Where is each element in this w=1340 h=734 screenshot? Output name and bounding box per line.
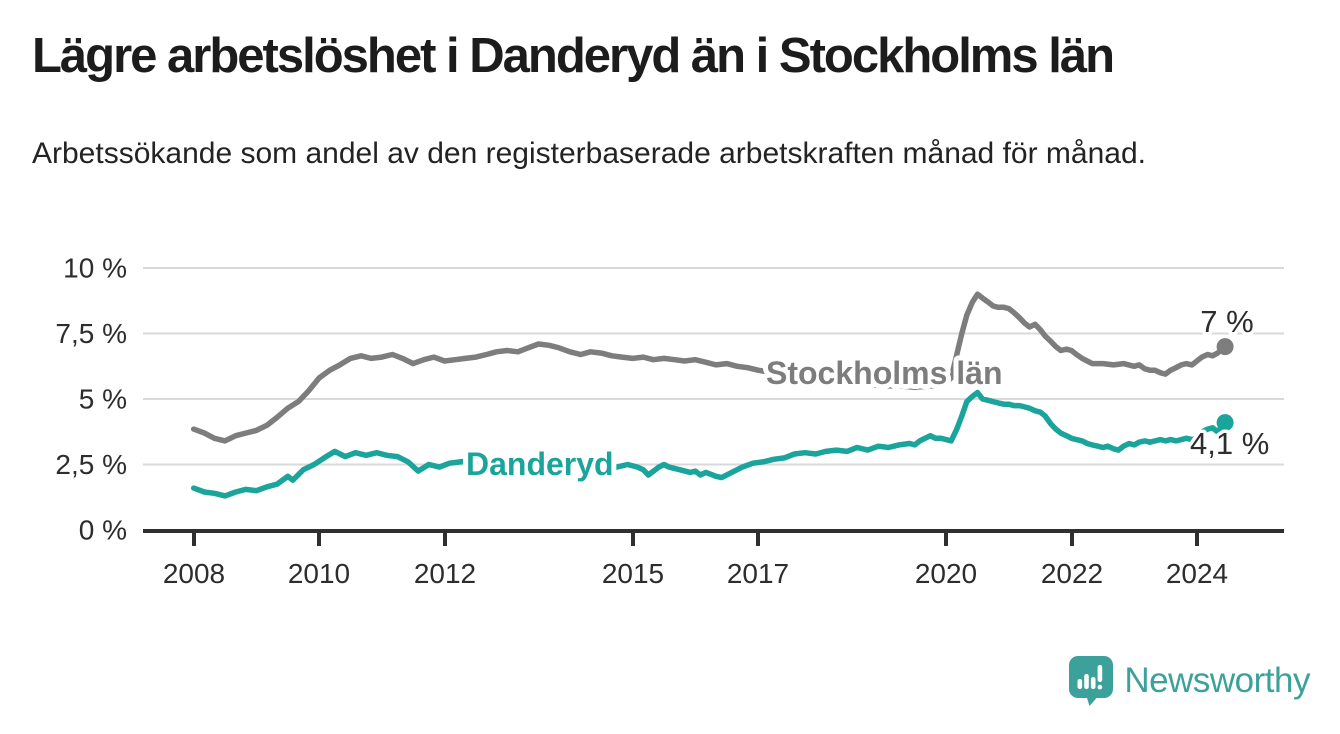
x-tick-label: 2008 xyxy=(163,558,225,589)
x-tick-label: 2024 xyxy=(1166,558,1228,589)
x-tick-label: 2015 xyxy=(602,558,664,589)
x-tick-label: 2010 xyxy=(288,558,350,589)
bar-chart-glyph xyxy=(1077,665,1103,690)
x-tick-label: 2012 xyxy=(414,558,476,589)
series-end-dot xyxy=(1216,414,1234,432)
gridlines xyxy=(143,267,1284,466)
x-tick-label: 2020 xyxy=(915,558,977,589)
x-tick-label: 2017 xyxy=(727,558,789,589)
exclamation-bar xyxy=(1097,665,1103,682)
series-line xyxy=(190,389,1228,499)
line-chart-svg: 10 % 7,5 % 5 % 2,5 % 0 % 2008 2010 2012 … xyxy=(55,253,1284,589)
chart-subtitle: Arbetssökande som andel av den registerb… xyxy=(32,137,1146,170)
series-label-danderyd: Danderyd xyxy=(466,446,614,482)
end-value-label-danderyd: 4,1 % xyxy=(1190,426,1269,461)
y-axis-labels: 10 % 7,5 % 5 % 2,5 % 0 % xyxy=(55,253,127,546)
chart-title: Lägre arbetslöshet i Danderyd än i Stock… xyxy=(32,29,1115,83)
y-tick-label: 10 % xyxy=(63,253,127,284)
y-tick-label: 5 % xyxy=(79,384,127,415)
exclamation-dot xyxy=(1097,684,1103,690)
newsworthy-wordmark: Newsworthy xyxy=(1124,661,1310,700)
end-value-label-stockholms-lan: 7 % xyxy=(1200,304,1253,339)
series-line xyxy=(190,291,1228,444)
series-end-dot xyxy=(1216,338,1234,356)
series-lines xyxy=(190,291,1234,499)
y-tick-label: 7,5 % xyxy=(55,318,127,349)
y-tick-label: 0 % xyxy=(79,515,127,546)
speech-bubble-bar-chart-icon xyxy=(1069,656,1114,706)
y-tick-label: 2,5 % xyxy=(55,449,127,480)
x-axis-labels: 2008 2010 2012 2015 2017 2020 2022 2024 xyxy=(163,558,1228,589)
newsworthy-logo[interactable]: Newsworthy xyxy=(1069,656,1310,706)
series-label-stockholms-lan: Stockholms län xyxy=(766,355,1003,391)
x-tick-label: 2022 xyxy=(1041,558,1103,589)
x-axis-ticks xyxy=(192,533,1199,546)
